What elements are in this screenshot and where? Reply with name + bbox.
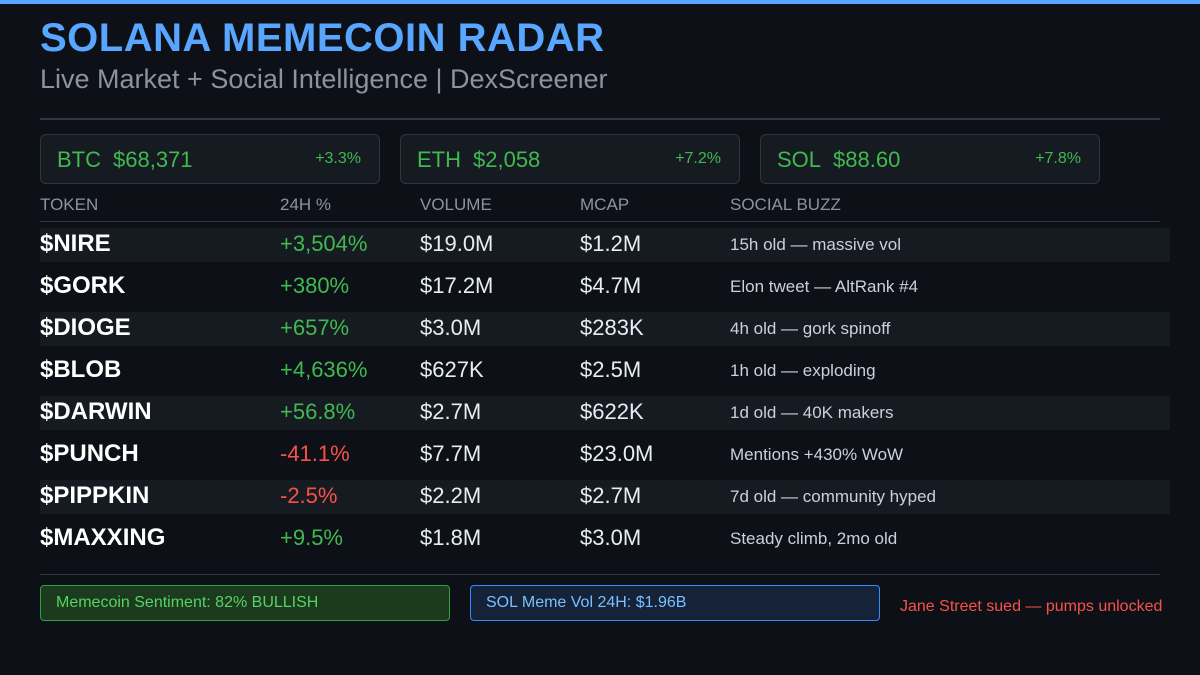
table-row: $GORK +380% $17.2M $4.7M Elon tweet — Al… bbox=[40, 270, 1170, 304]
page-subtitle: Live Market + Social Intelligence | DexS… bbox=[40, 64, 608, 94]
token-change: +56.8% bbox=[280, 399, 356, 424]
table-row: $PIPPKIN -2.5% $2.2M $2.7M 7d old — comm… bbox=[40, 480, 1170, 514]
token-volume: $2.7M bbox=[420, 399, 482, 424]
column-header-buzz: SOCIAL BUZZ bbox=[730, 195, 841, 214]
token-mcap: $1.2M bbox=[580, 231, 642, 256]
token-change: +3,504% bbox=[280, 231, 368, 256]
token-name: $DARWIN bbox=[40, 398, 152, 425]
ticker-symbol: ETH bbox=[417, 147, 461, 172]
token-buzz: 7d old — community hyped bbox=[730, 487, 936, 506]
token-table: $NIRE +3,504% $19.0M $1.2M 15h old — mas… bbox=[0, 228, 1200, 564]
token-volume: $7.7M bbox=[420, 441, 482, 466]
token-mcap: $622K bbox=[580, 399, 644, 424]
token-mcap: $3.0M bbox=[580, 525, 642, 550]
ticker-symbol: BTC bbox=[57, 147, 101, 172]
column-header-volume: VOLUME bbox=[420, 195, 492, 214]
ticker-card-btc: BTC $68,371 +3.3% bbox=[40, 134, 380, 184]
ticker-card-sol: SOL $88.60 +7.8% bbox=[760, 134, 1100, 184]
ticker-card-eth: ETH $2,058 +7.2% bbox=[400, 134, 740, 184]
sentiment-badge: Memecoin Sentiment: 82% BULLISH bbox=[40, 585, 450, 621]
table-row: $NIRE +3,504% $19.0M $1.2M 15h old — mas… bbox=[40, 228, 1170, 262]
page-title: SOLANA MEMECOIN RADAR bbox=[40, 16, 605, 60]
table-row: $DIOGE +657% $3.0M $283K 4h old — gork s… bbox=[40, 312, 1170, 346]
token-name: $GORK bbox=[40, 272, 126, 299]
token-name: $NIRE bbox=[40, 230, 111, 257]
column-header-token: TOKEN bbox=[40, 195, 99, 214]
token-name: $PIPPKIN bbox=[40, 482, 150, 509]
token-buzz: 1h old — exploding bbox=[730, 361, 876, 380]
token-name: $MAXXING bbox=[40, 524, 166, 551]
ticker-change: +7.2% bbox=[675, 150, 721, 167]
token-buzz: Mentions +430% WoW bbox=[730, 445, 904, 464]
table-header: TOKEN 24H % VOLUME MCAP SOCIAL BUZZ bbox=[40, 193, 1160, 222]
token-mcap: $4.7M bbox=[580, 273, 642, 298]
token-name: $DIOGE bbox=[40, 314, 131, 341]
token-volume: $17.2M bbox=[420, 273, 494, 298]
token-volume: $1.8M bbox=[420, 525, 482, 550]
token-change: +380% bbox=[280, 273, 350, 298]
news-alert: Jane Street sued — pumps unlocked bbox=[900, 598, 1163, 615]
token-volume: $19.0M bbox=[420, 231, 494, 256]
table-row: $PUNCH -41.1% $7.7M $23.0M Mentions +430… bbox=[40, 438, 1170, 472]
column-header-mcap: MCAP bbox=[580, 195, 630, 214]
token-change: +4,636% bbox=[280, 357, 368, 382]
token-buzz: 15h old — massive vol bbox=[730, 235, 902, 254]
token-change: +657% bbox=[280, 315, 350, 340]
token-change: +9.5% bbox=[280, 525, 343, 550]
column-header-change: 24H % bbox=[280, 195, 332, 214]
token-buzz: Steady climb, 2mo old bbox=[730, 529, 898, 548]
token-mcap: $2.5M bbox=[580, 357, 642, 382]
token-volume: $627K bbox=[420, 357, 484, 382]
token-buzz: 4h old — gork spinoff bbox=[730, 319, 891, 338]
token-change: -41.1% bbox=[280, 441, 350, 466]
top-accent-bar bbox=[0, 0, 1200, 4]
ticker-change: +7.8% bbox=[1035, 150, 1081, 167]
token-buzz: 1d old — 40K makers bbox=[730, 403, 894, 422]
ticker-price: $2,058 bbox=[473, 147, 541, 172]
token-volume: $2.2M bbox=[420, 483, 482, 508]
token-change: -2.5% bbox=[280, 483, 338, 508]
meme-volume-badge: SOL Meme Vol 24H: $1.96B bbox=[470, 585, 880, 621]
token-volume: $3.0M bbox=[420, 315, 482, 340]
table-row: $MAXXING +9.5% $1.8M $3.0M Steady climb,… bbox=[40, 522, 1170, 556]
footer-divider bbox=[40, 574, 1160, 575]
ticker-change: +3.3% bbox=[315, 150, 361, 167]
token-mcap: $283K bbox=[580, 315, 644, 340]
token-buzz: Elon tweet — AltRank #4 bbox=[730, 277, 919, 296]
table-row: $BLOB +4,636% $627K $2.5M 1h old — explo… bbox=[40, 354, 1170, 388]
ticker-price: $88.60 bbox=[833, 147, 901, 172]
ticker-price: $68,371 bbox=[113, 147, 193, 172]
token-name: $PUNCH bbox=[40, 440, 139, 467]
table-row: $DARWIN +56.8% $2.7M $622K 1d old — 40K … bbox=[40, 396, 1170, 430]
header-divider bbox=[40, 118, 1160, 120]
token-mcap: $23.0M bbox=[580, 441, 654, 466]
ticker-symbol: SOL bbox=[777, 147, 822, 172]
token-name: $BLOB bbox=[40, 356, 122, 383]
token-mcap: $2.7M bbox=[580, 483, 642, 508]
